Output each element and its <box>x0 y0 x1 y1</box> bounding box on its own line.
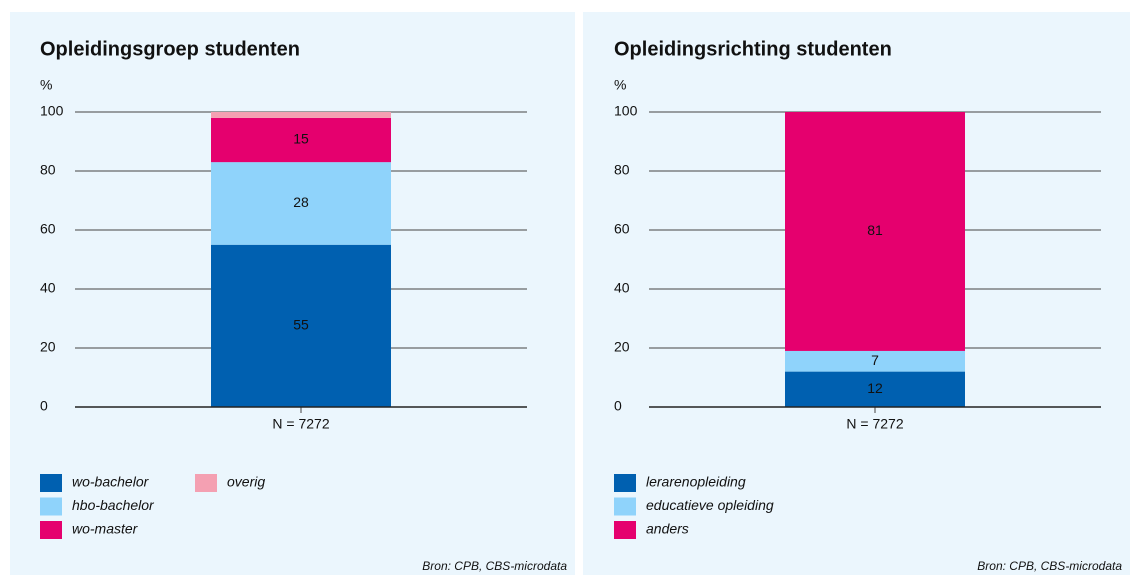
data-label: 28 <box>293 194 309 210</box>
bar-segment <box>785 371 965 407</box>
y-axis-label: % <box>40 77 52 93</box>
legend-label: wo-master <box>72 521 139 537</box>
legend-label: wo-bachelor <box>72 474 150 490</box>
data-label: 7 <box>871 352 879 368</box>
legend-label: lerarenopleiding <box>646 474 746 490</box>
x-tick-label: N = 7272 <box>272 416 329 432</box>
bar-segment <box>211 244 391 407</box>
legend-swatch <box>40 521 62 539</box>
legend-swatch <box>195 474 217 492</box>
legend-swatch <box>40 474 62 492</box>
data-label: 81 <box>867 222 883 238</box>
chart-title: Opleidingsrichting studenten <box>614 38 892 60</box>
legend-label: hbo-bachelor <box>72 497 155 513</box>
y-tick-label: 100 <box>614 103 638 119</box>
source: Bron: CPB, CBS-microdata <box>977 559 1122 573</box>
y-tick-label: 20 <box>40 339 56 355</box>
bar-segment <box>785 112 965 351</box>
bar-segment <box>785 350 965 372</box>
legend-swatch <box>614 497 636 516</box>
chart-title: Opleidingsgroep studenten <box>40 38 300 60</box>
y-tick-label: 20 <box>614 339 630 355</box>
bar-segment <box>211 112 391 118</box>
y-tick-label: 40 <box>614 280 630 296</box>
legend-label: overig <box>227 474 265 490</box>
y-tick-label: 0 <box>40 398 48 414</box>
legend-label: educatieve opleiding <box>646 497 774 513</box>
legend-swatch <box>40 497 62 516</box>
y-tick-label: 80 <box>614 162 630 178</box>
data-label: 55 <box>293 317 309 333</box>
x-tick-label: N = 7272 <box>846 416 903 432</box>
data-label: 12 <box>867 380 883 396</box>
legend-label: anders <box>646 521 689 537</box>
y-tick-label: 60 <box>614 221 630 237</box>
y-tick-label: 80 <box>40 162 56 178</box>
source: Bron: CPB, CBS-microdata <box>422 559 567 573</box>
bar-segment <box>211 162 391 245</box>
y-tick-label: 40 <box>40 280 56 296</box>
bar-segment <box>211 117 391 163</box>
y-axis-label: % <box>614 77 626 93</box>
data-label: 15 <box>293 131 309 147</box>
y-tick-label: 60 <box>40 221 56 237</box>
y-tick-label: 0 <box>614 398 622 414</box>
legend-swatch <box>614 474 636 492</box>
legend-swatch <box>614 521 636 539</box>
y-tick-label: 100 <box>40 103 64 119</box>
